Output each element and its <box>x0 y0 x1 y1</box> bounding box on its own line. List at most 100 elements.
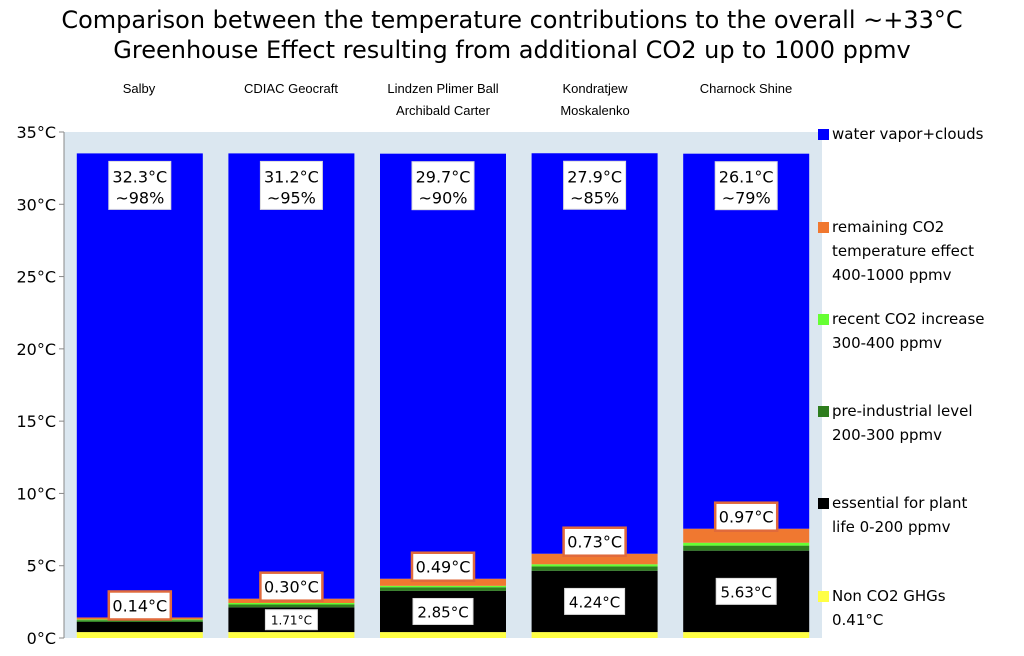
remaining-temp-label: 0.73°C <box>567 533 622 552</box>
water-label-box <box>411 161 475 211</box>
water-temp-label: 31.2°C <box>264 167 319 186</box>
category-label-line2: Charnock Shine <box>699 81 793 96</box>
legend-swatch-nonco2 <box>818 591 829 602</box>
remaining-temp-label: 0.49°C <box>416 558 471 577</box>
essential-temp-label: 5.63°C <box>721 583 772 601</box>
y-tick-label: 15°C <box>16 412 56 431</box>
water-temp-label: 32.3°C <box>112 167 167 186</box>
legend-item-essential: essential for plant life 0-200 ppmv <box>818 491 1022 539</box>
y-tick-label: 5°C <box>27 557 56 576</box>
bar-segment-recent <box>683 542 810 546</box>
remaining-label-box <box>562 526 627 557</box>
legend-swatch-recent <box>818 314 829 325</box>
y-tick-label: 25°C <box>16 268 56 287</box>
water-pct-label: ~90% <box>419 189 468 208</box>
water-label-box <box>108 160 172 210</box>
bar-segment-water <box>380 153 506 579</box>
essential-temp-label: 1.71°C <box>271 614 312 628</box>
bar-segment-water <box>531 153 658 554</box>
legend-swatch-water <box>818 129 829 140</box>
legend-item-remaining: remaining CO2 temperature effect 400-100… <box>818 215 1022 287</box>
legend-swatch-essential <box>818 498 829 509</box>
essential-label-box <box>412 597 474 625</box>
chart-title-line-2: Greenhouse Effect resulting from additio… <box>113 36 911 64</box>
bar-segment-preindustrial <box>76 620 203 622</box>
water-pct-label: ~79% <box>722 189 771 208</box>
legend-text-line1: water vapor+clouds <box>832 125 984 143</box>
water-temp-label: 29.7°C <box>416 168 471 187</box>
category-label-line1: Kondratjew <box>562 81 628 96</box>
remaining-temp-label: 0.30°C <box>264 578 319 597</box>
legend-text-line1: pre-industrial level <box>832 402 973 420</box>
legend-text-line2: temperature effect <box>832 242 974 260</box>
bar-segment-recent <box>380 585 506 588</box>
water-label-box <box>259 160 323 210</box>
remaining-label-box <box>259 571 324 602</box>
essential-temp-label: 2.85°C <box>417 603 468 621</box>
essential-label-box <box>715 577 777 605</box>
bar-segment-water <box>228 153 355 599</box>
water-pct-label: ~95% <box>267 188 316 207</box>
bar-segment-essential <box>76 621 203 633</box>
bar-segment-preindustrial <box>380 587 506 591</box>
chart-title-line-1: Comparison between the temperature contr… <box>61 6 963 34</box>
bar-segment-water <box>683 153 810 529</box>
category-label-kondratjew: Kondratjew Moskalenko <box>520 78 670 122</box>
bar-segment-recent <box>531 564 658 567</box>
category-label-lindzen: Lindzen Plimer Ball Archibald Carter <box>368 78 518 122</box>
bar-segment-preindustrial <box>683 545 810 551</box>
category-label-line2: Moskalenko <box>560 103 630 118</box>
y-tick-label: 30°C <box>16 195 56 214</box>
legend-item-nonco2: Non CO2 GHGs 0.41°C <box>818 584 1022 632</box>
bar-segment-remaining <box>683 528 810 543</box>
category-label-line2: CDIAC Geocraft <box>244 81 338 96</box>
water-pct-label: ~85% <box>570 188 619 207</box>
essential-label-box <box>564 587 626 615</box>
remaining-label-box <box>713 501 779 532</box>
bar-segment-nonco2 <box>228 632 355 638</box>
remaining-temp-label: 0.14°C <box>112 596 167 615</box>
water-temp-label: 27.9°C <box>567 167 622 186</box>
category-label-line2: Archibald Carter <box>396 103 490 118</box>
bar-segment-nonco2 <box>531 632 658 638</box>
legend-text-line2: 0.41°C <box>832 611 884 629</box>
legend-text-line1: recent CO2 increase <box>832 310 985 328</box>
legend-swatch-preindustrial <box>818 406 829 417</box>
bar-segment-preindustrial <box>228 604 355 608</box>
bar-segment-preindustrial <box>531 566 658 571</box>
y-tick-label: 35°C <box>16 123 56 142</box>
bar-segment-remaining <box>531 553 658 565</box>
bar-segment-remaining <box>380 578 506 586</box>
category-label-line2: Salby <box>122 81 156 96</box>
category-label-line1: Lindzen Plimer Ball <box>387 81 499 96</box>
remaining-label-box <box>107 590 173 621</box>
y-tick-label: 20°C <box>16 340 56 359</box>
category-label-charnock: Charnock Shine <box>671 78 821 100</box>
legend-text-line1: Non CO2 GHGs <box>832 587 946 605</box>
legend-text-line3: 400-1000 ppmv <box>832 266 952 284</box>
remaining-temp-label: 0.97°C <box>719 508 774 527</box>
y-tick-label: 0°C <box>27 629 56 648</box>
legend-item-water: water vapor+clouds <box>818 122 1022 146</box>
remaining-label-box <box>410 551 476 582</box>
bar-segment-water <box>76 153 203 618</box>
water-label-box <box>563 160 627 210</box>
legend-swatch-remaining <box>818 222 829 233</box>
bar-segment-recent <box>228 603 355 605</box>
water-temp-label: 26.1°C <box>719 168 774 187</box>
legend-text-line2: 300-400 ppmv <box>832 334 942 352</box>
water-label-box <box>714 161 778 211</box>
essential-temp-label: 4.24°C <box>569 593 620 611</box>
bar-segment-nonco2 <box>380 632 506 638</box>
essential-label-box <box>264 609 318 631</box>
category-label-cdiac: CDIAC Geocraft <box>216 78 366 100</box>
legend-text-line2: life 0-200 ppmv <box>832 518 951 536</box>
legend-text-line1: essential for plant <box>832 494 968 512</box>
water-pct-label: ~98% <box>115 188 164 207</box>
bar-segment-nonco2 <box>76 632 203 638</box>
legend-text-line2: 200-300 ppmv <box>832 426 942 444</box>
y-tick-label: 10°C <box>16 484 56 503</box>
legend-text-line1: remaining CO2 <box>832 218 945 236</box>
category-label-salby: Salby <box>64 78 214 100</box>
